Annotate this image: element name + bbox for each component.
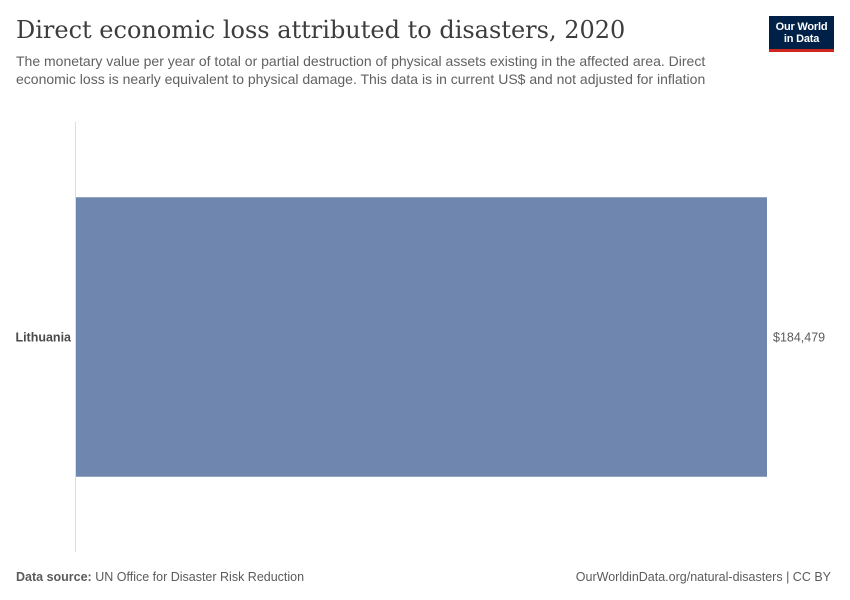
data-source-text[interactable]: UN Office for Disaster Risk Reduction xyxy=(95,570,305,584)
data-source-label: Data source: xyxy=(16,570,92,584)
logo-line-1: Our World xyxy=(775,21,828,33)
category-label[interactable]: Lithuania xyxy=(15,331,72,345)
owid-logo[interactable]: Our World in Data xyxy=(769,16,834,52)
source-url-license[interactable]: OurWorldinData.org/natural-disasters | C… xyxy=(575,570,831,584)
chart-title: Direct economic loss attributed to disas… xyxy=(16,16,626,44)
logo-line-2: in Data xyxy=(783,33,820,45)
value-label: $184,479 xyxy=(773,331,825,345)
data-source: Data source: UN Office for Disaster Risk… xyxy=(16,569,304,585)
bar[interactable] xyxy=(76,197,767,477)
chart-subtitle: The monetary value per year of total or … xyxy=(16,53,706,87)
